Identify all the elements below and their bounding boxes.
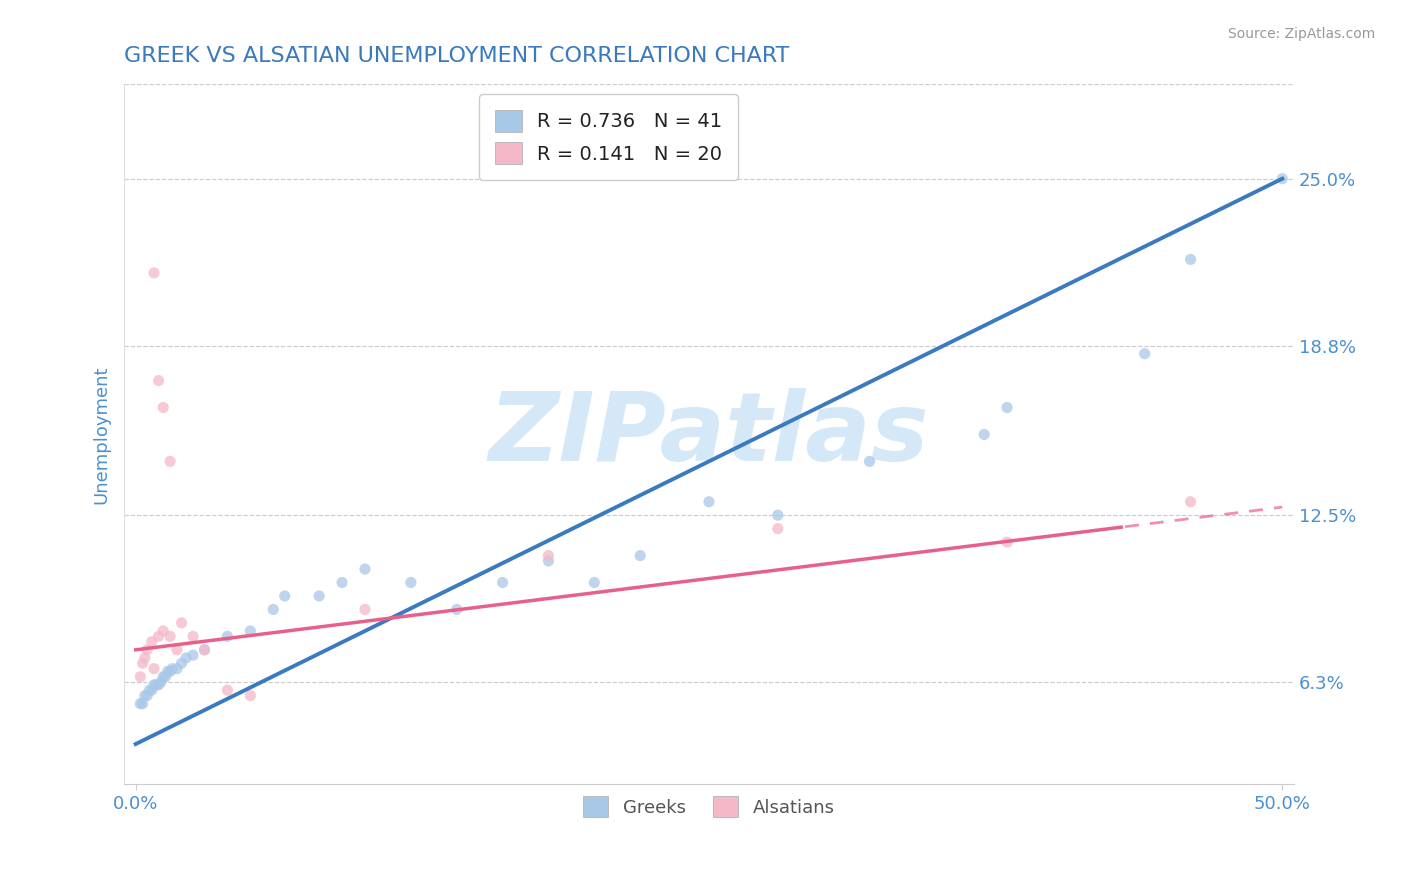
Point [170, 615, 193, 630]
Point [136, 689, 159, 703]
Point [583, 575, 606, 590]
Point [995, 535, 1018, 549]
Point [1180, 494, 1202, 508]
Point [149, 675, 172, 690]
Point [354, 602, 377, 616]
Point [1271, 171, 1294, 186]
Point [858, 454, 880, 468]
Point [148, 374, 170, 388]
Point [131, 697, 153, 711]
Point [537, 554, 560, 568]
Point [354, 562, 377, 576]
Point [148, 678, 170, 692]
Point [537, 549, 560, 563]
Point [274, 589, 297, 603]
Point [138, 683, 160, 698]
Point [152, 401, 174, 415]
Point [148, 629, 170, 643]
Point [181, 629, 204, 643]
Legend: Greeks, Alsatians: Greeks, Alsatians [576, 789, 842, 824]
Point [141, 634, 163, 648]
Text: ZIPatlas: ZIPatlas [489, 388, 929, 481]
Point [1180, 252, 1202, 267]
Point [766, 522, 789, 536]
Y-axis label: Unemployment: Unemployment [93, 365, 110, 504]
Point [308, 589, 330, 603]
Point [262, 602, 284, 616]
Point [766, 508, 789, 523]
Point [995, 401, 1018, 415]
Point [129, 670, 152, 684]
Point [217, 683, 239, 698]
Point [181, 648, 204, 663]
Point [239, 689, 262, 703]
Point [170, 657, 193, 671]
Point [491, 575, 513, 590]
Point [159, 665, 181, 679]
Point [143, 662, 166, 676]
Point [134, 651, 156, 665]
Point [162, 662, 184, 676]
Point [141, 683, 163, 698]
Point [143, 678, 166, 692]
Point [697, 494, 720, 508]
Point [174, 651, 197, 665]
Text: Source: ZipAtlas.com: Source: ZipAtlas.com [1227, 27, 1375, 41]
Point [129, 697, 152, 711]
Point [166, 642, 188, 657]
Point [159, 629, 181, 643]
Point [217, 629, 239, 643]
Point [145, 678, 167, 692]
Point [159, 454, 181, 468]
Point [193, 642, 215, 657]
Point [330, 575, 353, 590]
Point [131, 657, 153, 671]
Point [973, 427, 995, 442]
Point [152, 624, 174, 638]
Text: GREEK VS ALSATIAN UNEMPLOYMENT CORRELATION CHART: GREEK VS ALSATIAN UNEMPLOYMENT CORRELATI… [124, 46, 790, 66]
Point [155, 670, 177, 684]
Point [193, 642, 215, 657]
Point [134, 689, 156, 703]
Point [166, 662, 188, 676]
Point [143, 266, 166, 280]
Point [399, 575, 422, 590]
Point [136, 642, 159, 657]
Point [628, 549, 651, 563]
Point [152, 670, 174, 684]
Point [1133, 346, 1156, 360]
Point [446, 602, 468, 616]
Point [156, 665, 179, 679]
Point [239, 624, 262, 638]
